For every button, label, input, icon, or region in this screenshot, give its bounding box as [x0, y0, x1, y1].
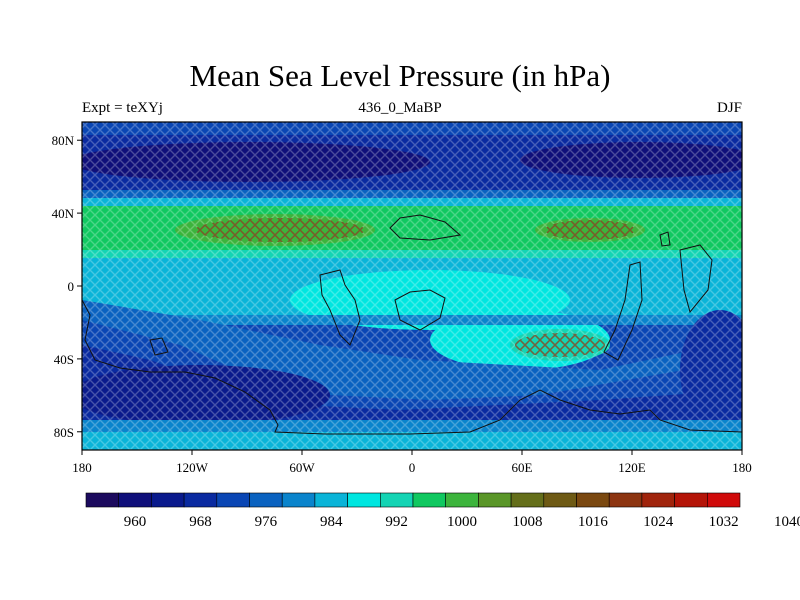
colorbar-swatch: [608, 492, 643, 508]
colorbar-swatch: [674, 492, 708, 508]
lon-tick-label: 180: [732, 460, 752, 475]
colorbar-swatch: [379, 492, 414, 508]
colorbar-label: 992: [385, 514, 408, 530]
colorbar-label: 960: [124, 514, 147, 530]
experiment-label: Expt = teXYj: [82, 100, 163, 116]
colorbar-label: 1000: [447, 514, 477, 530]
colorbar-label: 1008: [512, 514, 542, 530]
lon-tick-label: 0: [409, 460, 416, 475]
longitude-axis: 180 120W 60W 0 60E 120E 180: [72, 450, 752, 475]
colorbar-swatch: [118, 492, 152, 508]
colorbar-swatch: [281, 492, 316, 508]
colorbar-label: 1040: [774, 514, 800, 530]
colorbar-swatch: [85, 492, 120, 508]
colorbar: 960 968 976 984 992 1000 1008 1016 1024 1032 1040: [85, 492, 800, 530]
colorbar-swatch: [510, 492, 545, 508]
colorbar-label: 984: [320, 514, 343, 530]
season-label: DJF: [716, 100, 742, 116]
lat-tick-label: 40S: [54, 352, 74, 367]
lon-tick-label: 120W: [176, 460, 209, 475]
lat-tick-label: 80S: [54, 425, 74, 440]
lat-tick-label: 0: [68, 279, 75, 294]
lon-tick-label: 180: [72, 460, 92, 475]
colorbar-swatch: [478, 492, 512, 508]
lat-tick-label: 80N: [52, 133, 75, 148]
lon-tick-label: 60E: [512, 460, 533, 475]
colorbar-swatch: [249, 492, 283, 508]
colorbar-label: 1032: [709, 514, 739, 530]
colorbar-swatch: [445, 492, 479, 508]
colorbar-swatch: [183, 492, 218, 508]
colorbar-label: 976: [255, 514, 278, 530]
colorbar-swatch: [314, 492, 348, 508]
continent-outlines: [81, 214, 743, 435]
colorbar-swatch: [706, 492, 741, 508]
colorbar-swatch: [151, 492, 185, 508]
colorbar-swatch: [347, 492, 381, 508]
colorbar-label: 1024: [643, 514, 674, 530]
lat-tick-label: 40N: [52, 206, 75, 221]
chart-title: Mean Sea Level Pressure (in hPa): [189, 58, 611, 93]
lon-tick-label: 120E: [618, 460, 646, 475]
colorbar-swatch: [576, 492, 610, 508]
colorbar-label: 968: [189, 514, 212, 530]
lon-tick-label: 60W: [289, 460, 315, 475]
colorbar-swatch: [412, 492, 447, 508]
colorbar-label: 1016: [578, 514, 609, 530]
pressure-field: [82, 122, 742, 450]
period-label: 436_0_MaBP: [358, 100, 442, 116]
colorbar-swatch: [543, 492, 577, 508]
colorbar-swatch: [641, 492, 675, 508]
latitude-axis: 80N 40N 0 40S 80S: [52, 133, 82, 440]
colorbar-swatch: [216, 492, 250, 508]
